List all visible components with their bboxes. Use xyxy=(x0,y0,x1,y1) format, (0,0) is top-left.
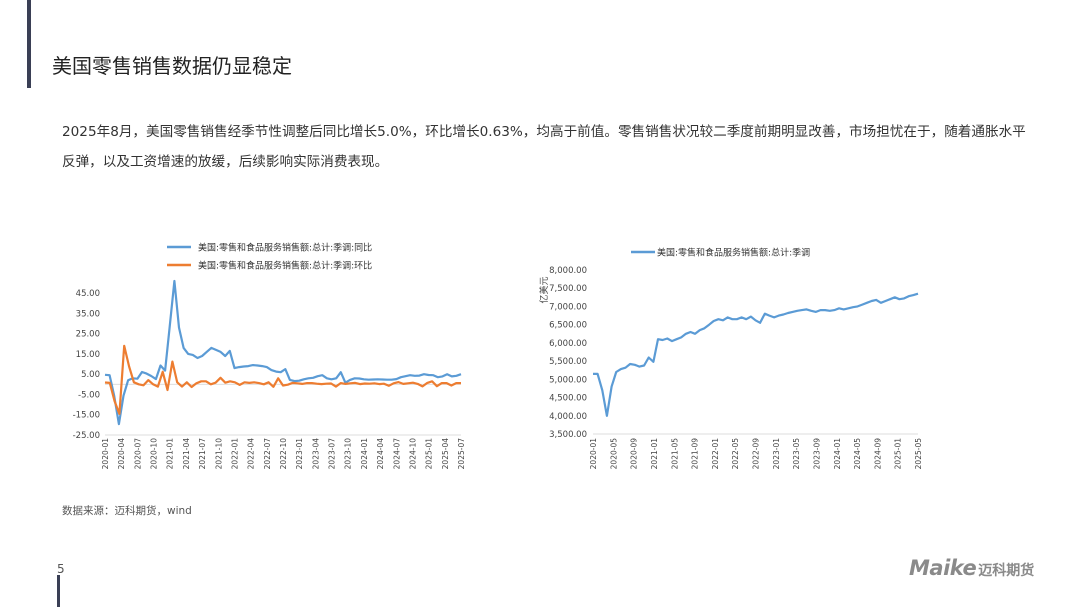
x-tick-label: 2023-01 xyxy=(295,438,304,470)
y-tick-label: -15.00 xyxy=(73,411,100,421)
x-tick-label: 2022-01 xyxy=(711,438,720,470)
x-tick-label: 2024-10 xyxy=(408,438,417,470)
page-title: 美国零售销售数据仍显稳定 xyxy=(52,54,292,78)
x-tick-label: 2024-09 xyxy=(873,438,882,470)
x-tick-label: 2020-04 xyxy=(117,438,126,470)
y-tick-label: -25.00 xyxy=(73,431,100,441)
legend-label: 美国:零售和食品服务销售额:总计:季调 xyxy=(657,247,810,259)
y-axis-title: 亿美元 xyxy=(538,276,550,303)
y-tick-label: 45.00 xyxy=(76,289,100,299)
x-tick-label: 2020-01 xyxy=(101,438,110,470)
y-tick-label: 35.00 xyxy=(76,309,100,319)
x-tick-label: 2025-07 xyxy=(457,438,466,470)
y-tick-label: 6,500.00 xyxy=(549,321,587,331)
x-tick-label: 2021-05 xyxy=(670,438,679,470)
x-tick-label: 2023-01 xyxy=(772,438,781,470)
series-line xyxy=(104,344,461,415)
x-tick-label: 2023-05 xyxy=(792,438,801,470)
accent-bar-bottom xyxy=(57,575,60,607)
logo-chinese-name: 迈科期货 xyxy=(978,563,1035,579)
yoy-mom-line-chart: 45.00 35.00 25.00 15.00 5.00 -5.00 -15.00 -25.0… xyxy=(73,242,466,470)
series-line xyxy=(593,292,919,417)
x-tick-label: 2022-05 xyxy=(731,438,740,470)
x-tick-label: 2025-01 xyxy=(894,438,903,470)
x-tick-label: 2025-04 xyxy=(441,438,450,470)
x-tick-label: 2020-05 xyxy=(609,438,618,470)
x-tick-label: 2022-10 xyxy=(279,438,288,470)
y-tick-label: 4,000.00 xyxy=(549,412,587,422)
x-tick-label: 2023-04 xyxy=(311,438,320,470)
x-tick-label: 2024-04 xyxy=(376,438,385,470)
summary-paragraph: 2025年8月，美国零售销售经季节性调整后同比增长5.0%，环比增长0.63%，… xyxy=(62,124,1026,170)
legend-label: 美国:零售和食品服务销售额:总计:季调:同比 xyxy=(198,242,372,254)
x-tick-label: 2023-10 xyxy=(344,438,353,470)
x-tick-label: 2023-07 xyxy=(328,438,337,470)
y-tick-label: 15.00 xyxy=(76,350,100,360)
y-tick-label: 25.00 xyxy=(76,330,100,340)
x-tick-label: 2021-09 xyxy=(691,438,700,470)
x-tick-label: 2024-07 xyxy=(392,438,401,470)
legend-label: 美国:零售和食品服务销售额:总计:季调:环比 xyxy=(198,260,372,272)
x-tick-label: 2023-09 xyxy=(812,438,821,470)
y-tick-label: 7,000.00 xyxy=(549,302,587,312)
retail-sales-level-chart: 8,000.00 7,500.00 7,000.00 6,500.00 6,000.00… xyxy=(538,247,923,470)
x-tick-label: 2024-01 xyxy=(833,438,842,470)
series-line xyxy=(104,279,462,426)
y-tick-label: 8,000.00 xyxy=(549,266,587,276)
y-tick-label: 7,500.00 xyxy=(549,284,587,294)
x-tick-label: 2020-01 xyxy=(589,438,598,470)
x-tick-label: 2021-01 xyxy=(166,438,175,470)
y-tick-label: 6,000.00 xyxy=(549,339,587,349)
x-tick-label: 2020-09 xyxy=(630,438,639,470)
data-source-note: 数据来源：迈科期货，wind xyxy=(62,505,192,517)
y-tick-label: 4,500.00 xyxy=(549,394,587,404)
x-tick-label: 2020-10 xyxy=(150,438,159,470)
x-tick-label: 2021-10 xyxy=(214,438,223,470)
x-tick-label: 2020-07 xyxy=(133,438,142,470)
x-tick-label: 2021-04 xyxy=(182,438,191,470)
x-tick-label: 2025-01 xyxy=(425,438,434,470)
logo-wordmark: Maike xyxy=(909,556,977,580)
x-tick-label: 2021-01 xyxy=(650,438,659,470)
y-tick-label: 5,000.00 xyxy=(549,375,587,385)
page-number: 5 xyxy=(57,562,65,576)
company-logo: Maike 迈科期货 xyxy=(909,556,1034,580)
accent-bar-top xyxy=(27,0,31,88)
x-tick-label: 2022-04 xyxy=(247,438,256,470)
x-tick-label: 2022-09 xyxy=(752,438,761,470)
y-tick-label: -5.00 xyxy=(78,390,100,400)
x-tick-label: 2025-05 xyxy=(914,438,923,470)
x-tick-label: 2024-05 xyxy=(853,438,862,470)
x-tick-label: 2022-01 xyxy=(230,438,239,470)
y-tick-label: 5,500.00 xyxy=(549,357,587,367)
y-tick-label: 3,500.00 xyxy=(549,430,587,440)
x-tick-label: 2021-07 xyxy=(198,438,207,470)
y-tick-label: 5.00 xyxy=(81,370,100,380)
x-tick-label: 2022-07 xyxy=(263,438,272,470)
x-tick-label: 2024-01 xyxy=(360,438,369,470)
